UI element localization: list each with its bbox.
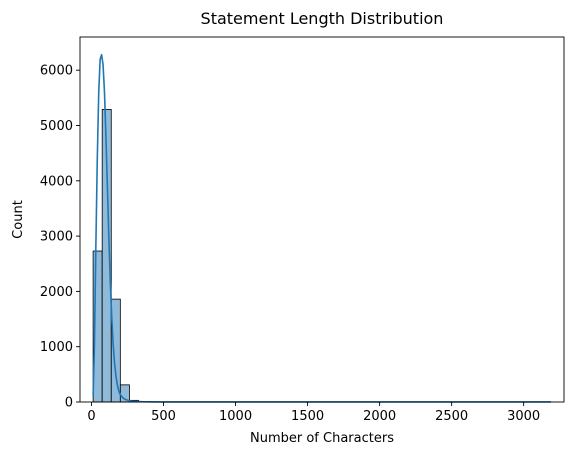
x-axis-label: Number of Characters xyxy=(250,431,394,446)
y-tick-label: 4000 xyxy=(40,174,73,189)
y-tick-label: 2000 xyxy=(40,285,73,300)
x-tick-label: 0 xyxy=(87,409,95,424)
chart-axes xyxy=(79,36,565,403)
chart-ticks: 0 500 1000 1500 2000 2500 3000 0 1000 2000 3000 400… xyxy=(40,64,540,424)
x-tick-label: 1000 xyxy=(219,409,252,424)
y-tick-label: 5000 xyxy=(40,119,73,134)
x-tick-label: 3000 xyxy=(507,409,540,424)
y-tick-label: 3000 xyxy=(40,230,73,245)
kde-curve-group xyxy=(92,53,552,403)
x-tick-label: 2000 xyxy=(363,409,396,424)
plot-frame xyxy=(79,36,565,403)
x-tick-label: 2500 xyxy=(435,409,468,424)
x-tick-label: 500 xyxy=(151,409,176,424)
y-tick-label: 1000 xyxy=(40,340,73,355)
x-tick-label: 1500 xyxy=(291,409,324,424)
histogram-bars xyxy=(92,109,139,403)
kde-line xyxy=(92,53,552,403)
y-axis-label: Count xyxy=(11,200,26,239)
y-tick-label: 0 xyxy=(65,396,73,411)
chart-title: Statement Length Distribution xyxy=(201,9,444,28)
y-tick-label: 6000 xyxy=(40,64,73,79)
histogram-bar-2 xyxy=(110,298,121,403)
